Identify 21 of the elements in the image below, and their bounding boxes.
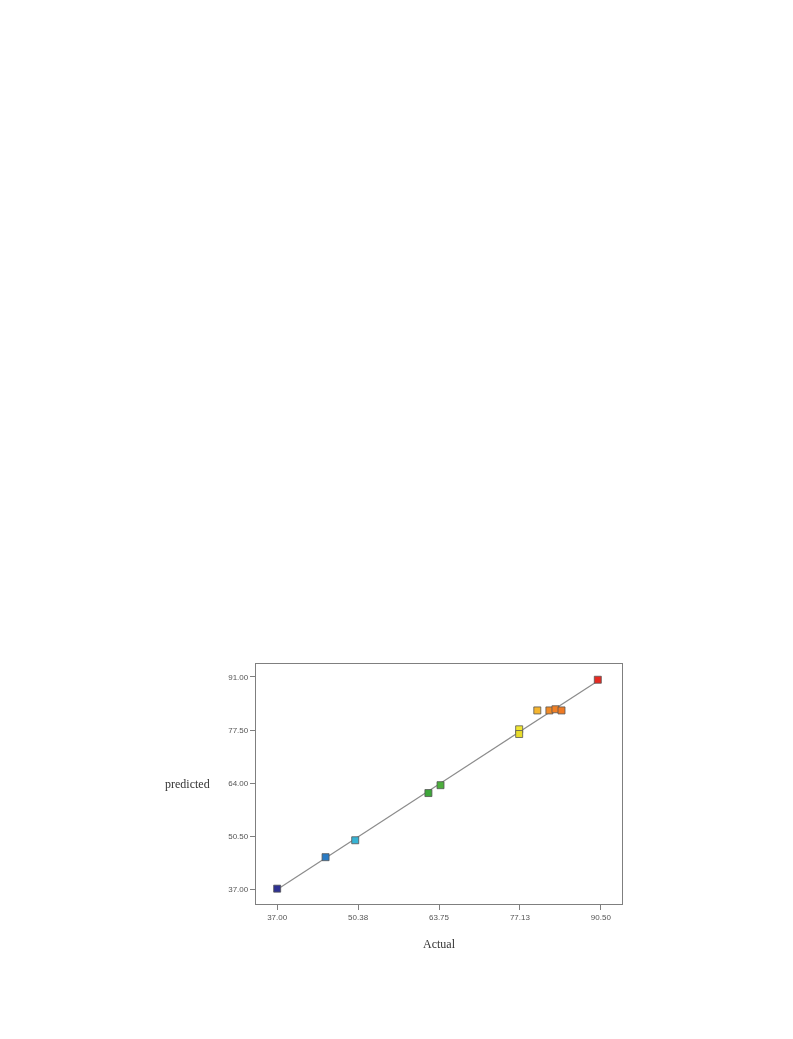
point — [436, 781, 445, 790]
y-axis-title: predicted — [165, 777, 210, 791]
x-tick-label: 77.13 — [509, 912, 531, 922]
point — [533, 706, 542, 715]
point — [593, 675, 602, 684]
x-tick-label: 50.38 — [348, 912, 369, 922]
point — [557, 706, 566, 715]
point — [321, 853, 330, 862]
y-tick-label: 77.50 — [228, 725, 249, 735]
y-tick-label: 64.00 — [228, 779, 249, 789]
y-tick-label: 91.00 — [228, 672, 249, 682]
point — [424, 789, 433, 797]
x-tick-label: 90.50 — [590, 912, 612, 922]
x-tick-label: 37.00 — [267, 912, 288, 922]
point — [351, 836, 360, 845]
point — [515, 730, 524, 738]
y-tick-label: 37.00 — [228, 885, 249, 895]
x-axis-title: Actual — [423, 937, 456, 951]
y-tick-label: 50.50 — [228, 832, 249, 842]
point — [273, 884, 282, 893]
x-tick-label: 63.75 — [428, 912, 450, 922]
